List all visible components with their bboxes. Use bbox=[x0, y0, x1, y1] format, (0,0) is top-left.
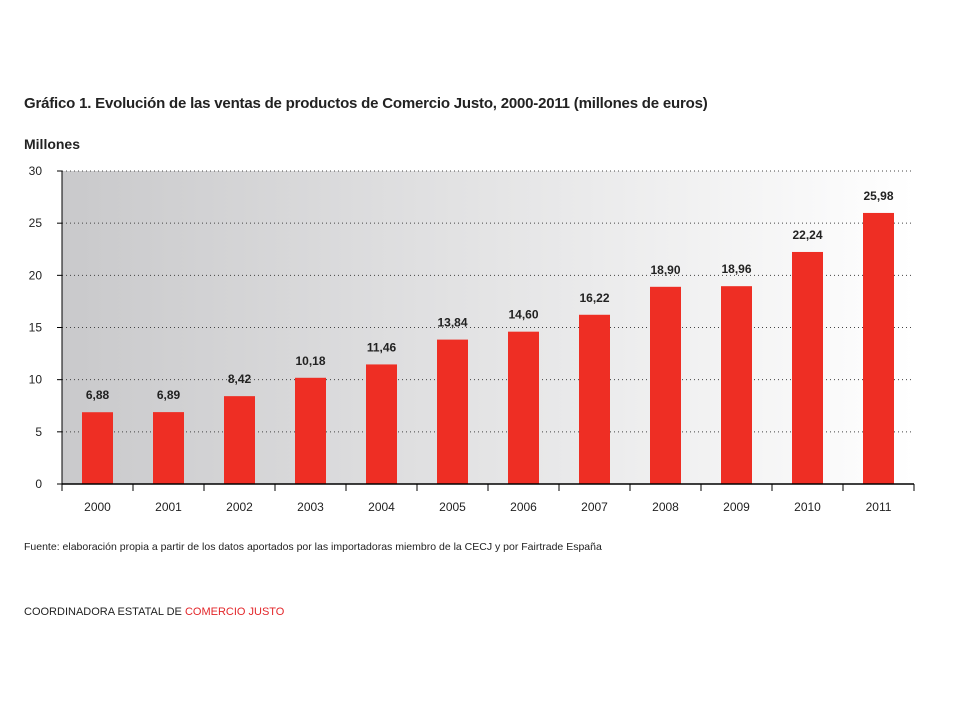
x-tick-label: 2002 bbox=[226, 500, 253, 514]
x-tick-label: 2009 bbox=[723, 500, 750, 514]
bar-2001 bbox=[153, 412, 184, 484]
bar-2007 bbox=[579, 314, 610, 484]
data-label: 18,90 bbox=[650, 263, 680, 277]
x-tick-label: 2000 bbox=[84, 500, 111, 514]
bar-2004 bbox=[366, 364, 397, 484]
bar-chart: 0 5 10 15 20 25 30 6,88 6,89 8,42 10,18 11,46 13,84… bbox=[29, 164, 915, 514]
data-label: 22,24 bbox=[792, 228, 822, 242]
x-tick-label: 2010 bbox=[794, 500, 821, 514]
brand-prefix: COORDINADORA ESTATAL DE bbox=[24, 606, 185, 618]
bar-2009 bbox=[721, 286, 752, 484]
bar-2002 bbox=[224, 396, 255, 484]
data-label: 16,22 bbox=[579, 291, 609, 305]
data-label: 6,88 bbox=[86, 388, 110, 402]
x-tick-label: 2005 bbox=[439, 500, 466, 514]
y-tick-label: 5 bbox=[35, 425, 42, 439]
data-label: 8,42 bbox=[228, 372, 252, 386]
brand-highlight: COMERCIO JUSTO bbox=[184, 606, 285, 618]
data-label: 13,84 bbox=[437, 316, 467, 330]
bar-2008 bbox=[650, 286, 681, 484]
bar-2003 bbox=[295, 377, 326, 484]
x-tick-label: 2001 bbox=[155, 500, 182, 514]
brand-footer: COORDINADORA ESTATAL DE COMERCIO JUSTO bbox=[24, 606, 284, 618]
source-note: Fuente: elaboración propia a partir de l… bbox=[24, 541, 602, 553]
x-tick-label: 2007 bbox=[581, 500, 608, 514]
bar-2006 bbox=[508, 331, 539, 484]
y-tick-label: 10 bbox=[29, 373, 43, 387]
chart-title: Gráfico 1. Evolución de las ventas de pr… bbox=[24, 95, 708, 112]
data-label: 11,46 bbox=[367, 340, 397, 354]
data-label: 14,60 bbox=[508, 308, 538, 322]
plot-background bbox=[62, 171, 914, 484]
x-tick-label: 2008 bbox=[652, 500, 679, 514]
data-label: 25,98 bbox=[863, 189, 893, 203]
data-label: 18,96 bbox=[721, 262, 751, 276]
y-tick-label: 20 bbox=[29, 268, 43, 282]
data-label: 6,89 bbox=[157, 388, 181, 402]
y-tick-label: 25 bbox=[29, 216, 43, 230]
y-tick-label: 0 bbox=[35, 477, 42, 491]
y-tick-label: 30 bbox=[29, 164, 43, 178]
bar-2011 bbox=[863, 212, 894, 484]
x-tick-label: 2011 bbox=[866, 500, 892, 514]
data-label: 10,18 bbox=[295, 354, 325, 368]
y-tick-label: 15 bbox=[29, 321, 43, 335]
x-tick-label: 2006 bbox=[510, 500, 537, 514]
bar-2005 bbox=[437, 339, 468, 484]
y-axis-label: Millones bbox=[24, 136, 81, 152]
bar-2000 bbox=[82, 412, 113, 484]
x-tick-label: 2004 bbox=[368, 500, 395, 514]
x-tick-label: 2003 bbox=[297, 500, 324, 514]
bar-2010 bbox=[792, 251, 823, 484]
